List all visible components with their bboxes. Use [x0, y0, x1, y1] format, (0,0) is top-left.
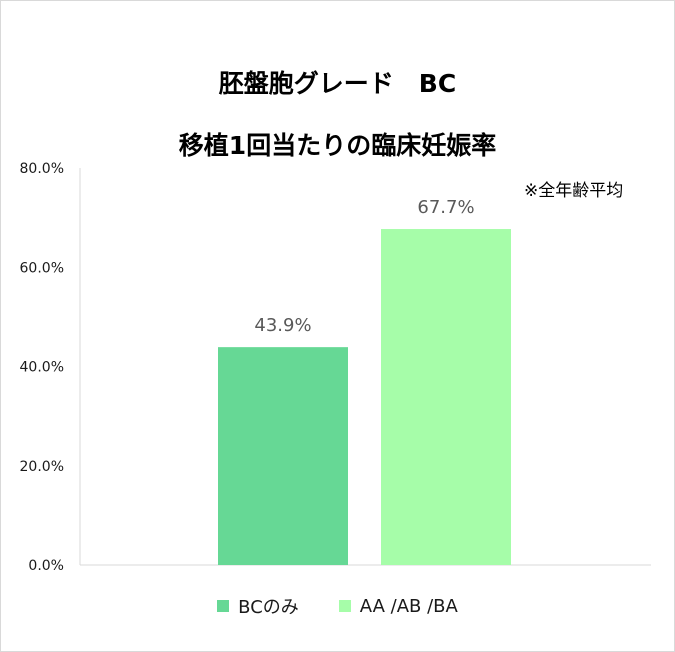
- y-tick-label: 20.0%: [20, 459, 64, 475]
- legend: BCのみ AA /AB /BA: [0, 593, 675, 619]
- chart-subtitle: 移植1回当たりの臨床妊娠率: [178, 131, 497, 160]
- bar-aa-ab-ba: [381, 229, 511, 565]
- y-tick-label: 80.0%: [20, 161, 64, 177]
- bar-bc-only: [218, 347, 348, 565]
- legend-swatch-aa-ab-ba: [338, 600, 351, 612]
- legend-label-bc-only: BCのみ: [238, 597, 299, 618]
- legend-item-aa-ab-ba: AA /AB /BA: [338, 593, 458, 619]
- legend-swatch-bc-only: [217, 600, 230, 612]
- legend-item-bc-only: BCのみ: [217, 593, 299, 619]
- data-label-aa-ab-ba: 67.7%: [417, 197, 474, 218]
- chart-annotation: ※全年齢平均: [524, 181, 624, 201]
- data-label-bc-only: 43.9%: [254, 315, 311, 336]
- y-tick-label: 60.0%: [20, 260, 64, 276]
- legend-label-aa-ab-ba: AA /AB /BA: [359, 595, 458, 617]
- y-tick-label: 40.0%: [20, 360, 64, 376]
- y-tick-label: 0.0%: [28, 558, 64, 574]
- chart-title: 胚盤胞グレード BC: [218, 69, 457, 98]
